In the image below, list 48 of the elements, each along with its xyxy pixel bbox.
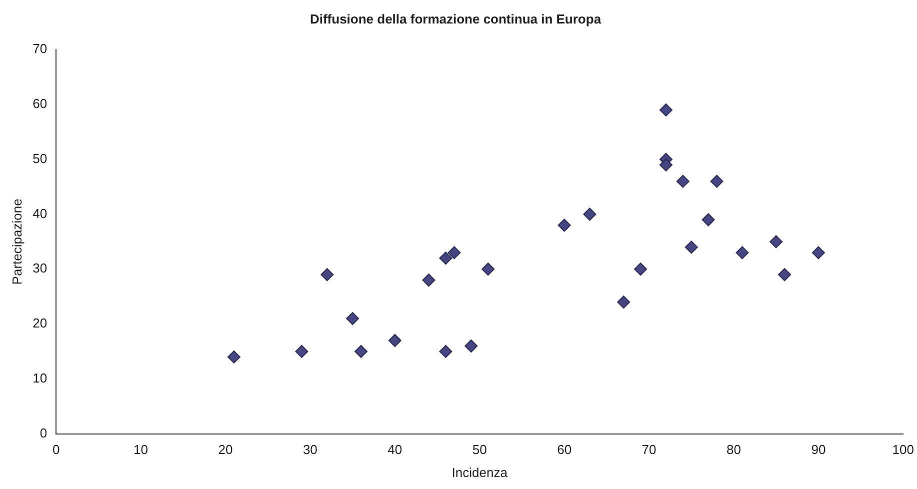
point	[770, 235, 783, 248]
point	[439, 344, 452, 358]
point	[439, 252, 452, 265]
y-tick-label: 0	[40, 425, 48, 440]
x-tick-label: 60	[557, 442, 572, 458]
y-axis-title: Partecipazione	[9, 198, 24, 285]
point	[388, 334, 402, 347]
point	[295, 344, 308, 358]
point	[778, 268, 792, 282]
point	[482, 262, 495, 276]
x-tick-label: 30	[302, 442, 318, 458]
x-tick-label: 80	[726, 442, 741, 458]
y-tick-label: 70	[32, 41, 48, 56]
point	[320, 268, 334, 282]
point	[702, 213, 715, 226]
chart-title: Diffusione della formazione continua in Europa	[310, 11, 602, 26]
y-tick-label: 20	[32, 316, 48, 331]
x-tick-label: 50	[472, 442, 487, 458]
point	[422, 274, 436, 287]
point	[448, 246, 461, 260]
y-tick-label: 60	[32, 96, 48, 112]
point	[736, 246, 749, 260]
point	[558, 218, 571, 232]
point	[354, 344, 368, 358]
x-tick-label: 40	[388, 442, 402, 458]
point	[464, 339, 478, 352]
x-tick-label: 0	[52, 442, 60, 458]
x-tick-label: 20	[218, 442, 233, 458]
point	[617, 296, 630, 309]
point	[710, 174, 724, 188]
y-tick-label: 40	[32, 206, 48, 221]
point	[583, 208, 596, 221]
x-tick-label: 100	[892, 442, 914, 458]
x-tick-label: 90	[811, 442, 826, 458]
y-tick-label: 10	[32, 370, 48, 386]
x-tick-label: 70	[642, 442, 656, 458]
point	[346, 312, 360, 326]
y-tick-label: 30	[32, 260, 48, 276]
point	[812, 246, 825, 260]
point	[676, 174, 690, 188]
point	[659, 103, 672, 116]
point	[634, 262, 648, 276]
x-tick-label: 10	[134, 442, 148, 458]
point	[227, 350, 240, 364]
point	[659, 158, 672, 172]
x-axis-title: Incidenza	[452, 464, 508, 480]
y-tick-label: 50	[32, 150, 48, 166]
point	[684, 240, 698, 254]
